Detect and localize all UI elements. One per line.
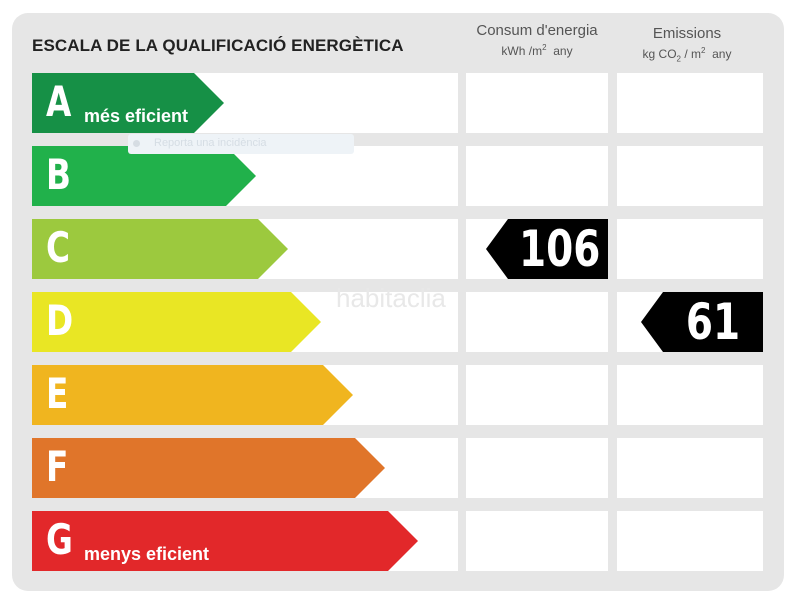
emissions-cell	[617, 365, 763, 425]
consumption-cell	[466, 438, 608, 498]
info-icon	[133, 140, 140, 147]
emissions-cell	[617, 438, 763, 498]
page-title: ESCALA DE LA QUALIFICACIÓ ENERGÈTICA	[32, 36, 404, 55]
consumption-header-label: Consum d'energia	[476, 22, 598, 39]
rating-sublabel: menys eficient	[84, 544, 210, 564]
rating-arrow-c	[32, 219, 288, 279]
emissions-cell	[617, 219, 763, 279]
rating-letter: D	[46, 296, 74, 345]
consumption-cell	[466, 292, 608, 352]
consumption-cell	[466, 511, 608, 571]
consumption-value-tag-value: 106	[519, 220, 601, 278]
rating-arrow-d	[32, 292, 321, 352]
emissions-cell	[617, 73, 763, 133]
emissions-column-header: Emissions kg CO2 / m2 any	[612, 25, 762, 63]
consumption-cell	[466, 146, 608, 206]
rating-arrow-b	[32, 146, 256, 206]
rating-letter: C	[46, 223, 71, 272]
emissions-unit: kg CO2 / m2 any	[642, 46, 732, 64]
emissions-cell	[617, 146, 763, 206]
emissions-value-tag	[641, 292, 763, 352]
rating-letter: G	[46, 515, 73, 564]
consumption-cell	[466, 73, 608, 133]
rating-arrow-a	[32, 73, 224, 133]
rating-sublabel: més eficient	[84, 106, 189, 126]
rating-letter: F	[46, 442, 69, 491]
rating-arrow-g	[32, 511, 418, 571]
rating-letter: E	[46, 369, 69, 418]
consumption-column-header: Consum d'energia kWh /m2 any	[462, 22, 612, 58]
rating-arrow-e	[32, 365, 353, 425]
watermark: habitaclia	[336, 283, 446, 313]
emissions-header-label: Emissions	[652, 25, 722, 42]
consumption-unit: kWh /m2 any	[501, 43, 573, 58]
emissions-cell	[617, 511, 763, 571]
rating-letter: B	[46, 150, 71, 199]
rating-letter: A	[46, 77, 72, 126]
faint-overlay-tooltip: Reporta una incidència	[128, 134, 354, 154]
consumption-cell	[466, 365, 608, 425]
rating-arrow-f	[32, 438, 385, 498]
emissions-value-tag-value: 61	[685, 293, 741, 351]
consumption-value-tag	[486, 219, 608, 279]
